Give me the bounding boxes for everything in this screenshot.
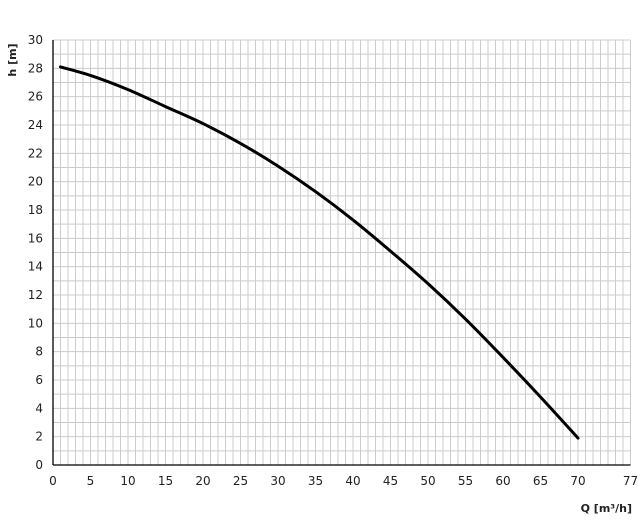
y-tick-label: 28 [28,61,43,75]
x-tick-label: 40 [345,474,360,488]
x-tick-label: 50 [420,474,435,488]
pump-curve-line [59,65,580,440]
x-tick-label: 10 [120,474,135,488]
y-tick-label: 26 [28,90,43,104]
y-tick-label: 20 [28,175,43,189]
axes [52,40,631,466]
y-tick-label: 18 [28,203,43,217]
grid [52,39,631,466]
x-tick-label: 0 [49,474,57,488]
x-tick-label: 20 [195,474,210,488]
y-tick-label: 22 [28,146,43,160]
x-tick-label: 60 [495,474,510,488]
y-axis-label: h [m] [6,43,19,76]
y-tick-label: 12 [28,288,43,302]
y-tick-label: 6 [35,373,43,387]
y-tick-label: 10 [28,316,43,330]
y-tick-label: 4 [35,401,43,415]
x-tick-label: 35 [308,474,323,488]
y-tick-label: 0 [35,458,43,472]
x-tick-label: 55 [458,474,473,488]
y-tick-label: 14 [28,260,43,274]
x-tick-label: 30 [270,474,285,488]
y-tick-label: 2 [35,430,43,444]
tick-labels: 0 5 10 15 20 25 30 35 40 45 50 55 60 65 70 770246810121… [28,33,638,488]
x-tick-label: 77 [623,474,638,488]
series [59,65,580,440]
x-tick-label: 45 [383,474,398,488]
y-tick-label: 24 [28,118,43,132]
x-tick-label: 5 [87,474,95,488]
x-tick-label: 65 [533,474,548,488]
x-axis-label: Q [m³/h] [581,502,632,515]
y-tick-label: 30 [28,33,43,47]
y-tick-label: 16 [28,231,43,245]
x-tick-label: 15 [158,474,173,488]
y-tick-label: 8 [35,345,43,359]
x-tick-label: 25 [233,474,248,488]
x-tick-label: 70 [570,474,585,488]
